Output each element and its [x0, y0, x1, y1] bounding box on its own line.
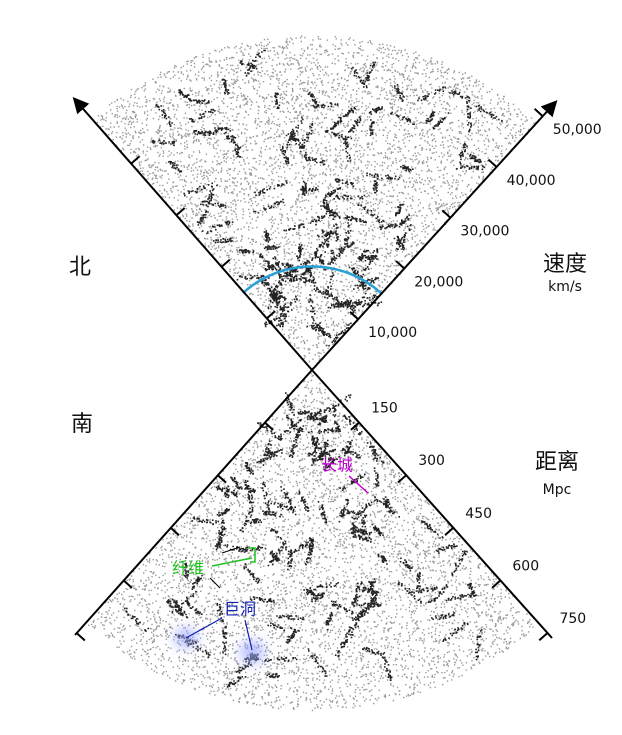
velocity-tick-label: 10,000 [368, 325, 417, 341]
tick-mark [123, 579, 133, 589]
axis-line [74, 369, 313, 636]
distance-tick-label: 450 [465, 506, 492, 522]
distance-title: 距离 [535, 450, 579, 475]
galaxy-dark [151, 49, 503, 347]
distance-tick-label: 600 [512, 558, 539, 574]
galaxy-light [96, 35, 537, 370]
filament-label: 纤维 [172, 559, 204, 578]
tick-mark [395, 260, 405, 270]
galaxy-points [88, 35, 537, 712]
pointer [348, 475, 369, 494]
tick-mark [76, 632, 86, 642]
tick-mark [533, 108, 544, 117]
tick-mark [266, 310, 276, 320]
distance-unit: Mpc [543, 482, 572, 498]
tick-mark [130, 155, 141, 165]
velocity-tick-label: 50,000 [553, 122, 602, 138]
void-blob [240, 640, 264, 664]
tick-mark [487, 158, 498, 168]
velocity-tick-label: 30,000 [460, 224, 509, 240]
tick-mark [444, 527, 454, 536]
axis-line [72, 96, 313, 371]
tick-mark [350, 421, 360, 431]
void-label: 巨洞 [224, 600, 256, 619]
north-label: 北 [69, 255, 91, 280]
tick-mark [349, 311, 359, 320]
distance-tick-label: 750 [559, 611, 586, 627]
axis-line [311, 100, 558, 371]
velocity-arc [242, 265, 382, 294]
tick-mark [397, 474, 407, 484]
velocity-title: 速度 [543, 252, 587, 277]
velocity-tick-label: 40,000 [507, 173, 556, 189]
distance-tick-label: 150 [371, 401, 398, 417]
velocity-unit: km/s [548, 279, 582, 295]
south-label: 南 [71, 412, 93, 437]
tick-mark [491, 579, 502, 589]
tick-mark [538, 632, 549, 642]
great-wall-label: 长城 [321, 456, 353, 475]
tick-mark [220, 258, 231, 268]
axes [72, 96, 558, 642]
tick-mark [170, 527, 180, 536]
velocity-tick-label: 20,000 [414, 274, 463, 290]
pointer [185, 617, 253, 651]
tick-mark [264, 421, 274, 431]
tick-mark [441, 209, 452, 219]
distance-tick-label: 300 [418, 453, 445, 469]
pointer [211, 547, 256, 567]
axis-line [311, 369, 553, 639]
tick-mark [175, 207, 186, 216]
pointer [209, 546, 241, 589]
tick-mark [217, 474, 227, 484]
